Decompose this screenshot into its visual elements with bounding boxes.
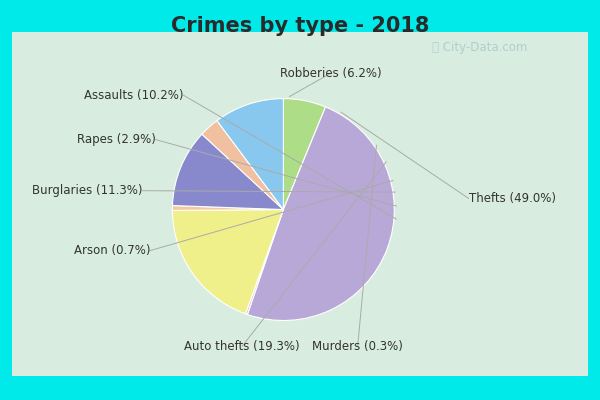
- Text: Assaults (10.2%): Assaults (10.2%): [84, 89, 184, 102]
- Wedge shape: [172, 134, 283, 210]
- Wedge shape: [217, 98, 283, 210]
- Text: Rapes (2.9%): Rapes (2.9%): [77, 133, 156, 146]
- Text: Robberies (6.2%): Robberies (6.2%): [280, 66, 382, 80]
- Text: Murders (0.3%): Murders (0.3%): [312, 340, 403, 352]
- Text: ⓘ City-Data.com: ⓘ City-Data.com: [432, 42, 527, 54]
- Wedge shape: [172, 210, 283, 314]
- Text: Arson (0.7%): Arson (0.7%): [74, 244, 150, 257]
- Wedge shape: [245, 210, 283, 314]
- Wedge shape: [202, 121, 283, 210]
- Wedge shape: [247, 107, 394, 320]
- Text: Burglaries (11.3%): Burglaries (11.3%): [32, 184, 142, 197]
- Text: Thefts (49.0%): Thefts (49.0%): [469, 192, 556, 205]
- Wedge shape: [283, 98, 326, 210]
- Text: Crimes by type - 2018: Crimes by type - 2018: [171, 16, 429, 36]
- Text: Auto thefts (19.3%): Auto thefts (19.3%): [184, 340, 300, 352]
- Wedge shape: [172, 206, 283, 210]
